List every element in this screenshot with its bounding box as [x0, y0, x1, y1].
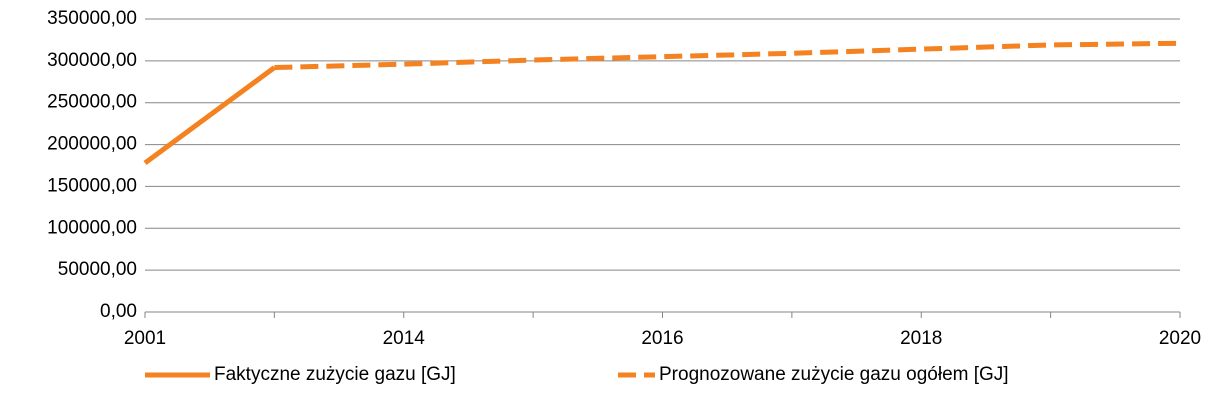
x-tick-label: 2016	[641, 328, 683, 349]
x-tick-label: 2014	[383, 328, 426, 349]
y-tick-label: 300000,00	[47, 50, 137, 71]
x-tick-label: 2020	[1159, 328, 1201, 349]
series-line	[274, 40, 1181, 71]
y-tick-label: 150000,00	[47, 175, 137, 196]
y-tick-label: 50000,00	[58, 259, 137, 280]
series-line	[143, 65, 276, 166]
x-tick-label: 2001	[124, 328, 166, 349]
y-tick-label: 350000,00	[47, 8, 137, 29]
legend-label: Faktyczne zużycie gazu [GJ]	[214, 364, 456, 385]
x-tick-label: 2018	[900, 328, 942, 349]
y-tick-label: 200000,00	[47, 134, 137, 155]
legend-label: Prognozowane zużycie gazu ogółem [GJ]	[659, 364, 1009, 385]
y-tick-label: 250000,00	[47, 92, 137, 113]
y-tick-label: 0,00	[100, 301, 137, 322]
y-tick-label: 100000,00	[47, 217, 137, 238]
